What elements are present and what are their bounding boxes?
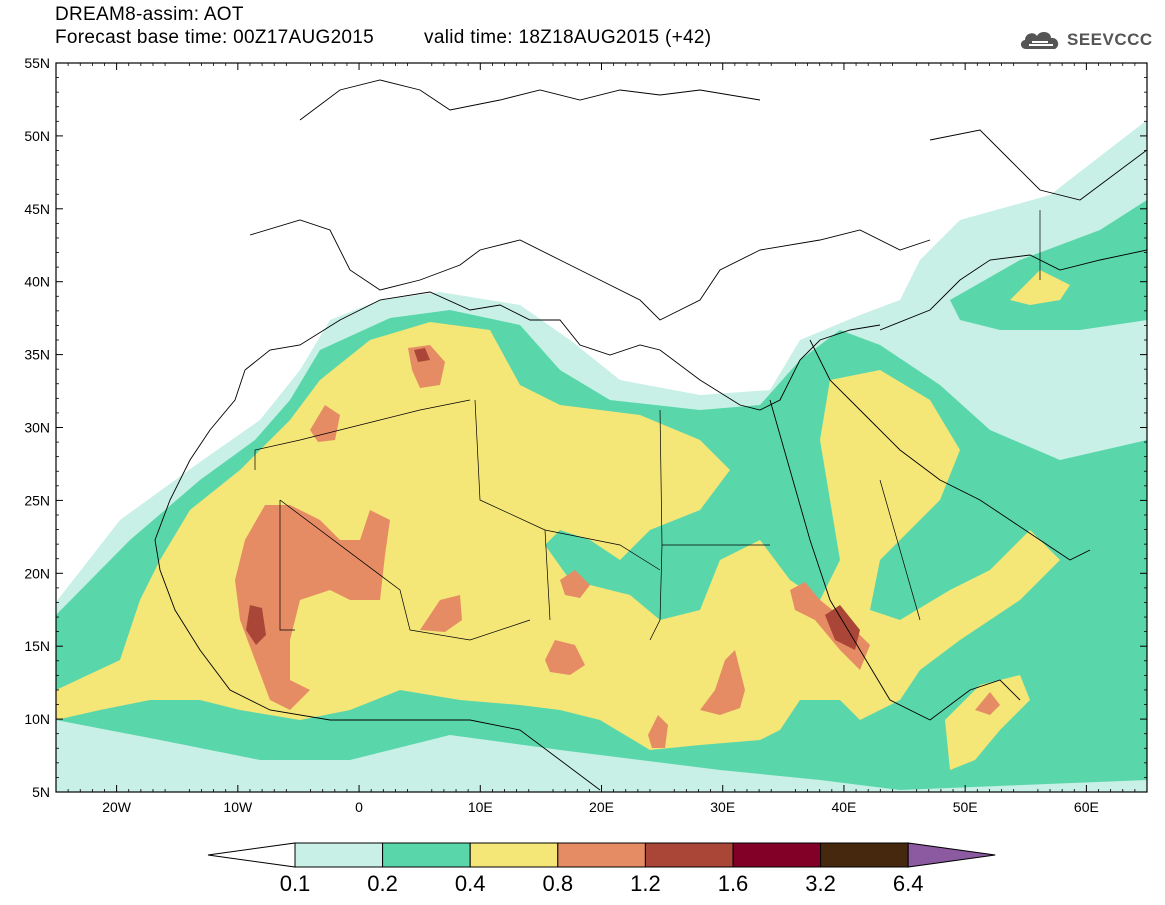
lat-label: 30N (24, 420, 50, 436)
colorbar-swatch (382, 842, 471, 868)
aot-band-0.8-1.2-morocco (310, 405, 340, 442)
aot-band-0.8-1.2-mali (235, 505, 390, 710)
colorbar-label: 6.4 (893, 871, 924, 896)
lat-label: 25N (24, 492, 50, 508)
lon-label: 20E (589, 799, 614, 815)
colorbar-label: 0.8 (543, 871, 574, 896)
lon-label: 60E (1074, 799, 1099, 815)
lon-label: 20W (102, 799, 132, 815)
aot-band-1.2-1.6-eritrea (825, 605, 860, 650)
lat-label: 20N (24, 565, 50, 581)
colorbar-label: 1.2 (630, 871, 661, 896)
lon-label: 10E (468, 799, 493, 815)
aot-band-0.8-1.2-niger (420, 595, 462, 632)
lat-label: 55N (24, 55, 50, 71)
lat-label: 15N (24, 638, 50, 654)
colorbar-swatch (644, 842, 734, 868)
borders (254, 210, 1041, 641)
logo: SEEVCCC (1018, 27, 1153, 53)
valid-time: valid time: 18Z18AUG2015 (+42) (424, 27, 712, 48)
latitude-axis: 55N 50N 45N 40N 35N 30N 25N 20N 15N 10N 5N (24, 55, 1147, 800)
colorbar-under-triangle (207, 842, 296, 868)
aot-band-0.8-1.2-sudan (700, 650, 745, 715)
lon-label: 50E (953, 799, 978, 815)
aot-band-0.8-1.2-somalia (975, 692, 1000, 715)
lon-label: 30E (710, 799, 735, 815)
lat-label: 5N (32, 784, 50, 800)
lat-label: 10N (24, 711, 50, 727)
aot-band-1.2-1.6-mali (246, 605, 266, 645)
lat-label: 50N (24, 128, 50, 144)
lon-label: 10W (223, 799, 253, 815)
aot-band-0.4-0.8-arabia (1010, 270, 1070, 305)
lon-label: 40E (831, 799, 856, 815)
aot-band-0.8-1.2-sudan2 (648, 715, 668, 748)
lat-label: 40N (24, 274, 50, 290)
logo-text: SEEVCCC (1067, 30, 1153, 49)
coastlines (154, 79, 1147, 791)
base-time: Forecast base time: 00Z17AUG2015 (55, 27, 375, 48)
lon-label: 0 (355, 799, 363, 815)
aot-band-0.4-0.8 (56, 322, 1060, 750)
aot-band-0.4-0.8-somalia (945, 675, 1030, 770)
colorbar-label: 3.2 (805, 871, 836, 896)
aot-band-0.8-1.2-chad2 (560, 570, 590, 598)
colorbar-swatch (820, 842, 909, 868)
colorbar-label: 1.6 (718, 871, 749, 896)
colorbar-over-triangle (907, 842, 996, 868)
colorbar-swatch (732, 842, 822, 868)
colorbar-label: 0.1 (280, 871, 311, 896)
colorbar-label: 0.2 (367, 871, 398, 896)
colorbar-swatch (294, 842, 384, 868)
cloud-icon (1020, 32, 1059, 49)
lat-label: 35N (24, 347, 50, 363)
lat-label: 45N (24, 201, 50, 217)
aot-band-1.2-1.6-algeria (414, 348, 430, 362)
time-info: Forecast base time: 00Z17AUG2015 valid ti… (55, 28, 711, 48)
longitude-axis: 20W 10W 0 10E 20E 30E 40E 50E 60E (67, 63, 1136, 815)
colorbar-label: 0.4 (455, 871, 486, 896)
colorbar-swatch (469, 842, 559, 868)
aot-band-0.8-1.2-chad (545, 640, 585, 675)
colorbar-swatch (557, 842, 646, 868)
aot-field (56, 120, 1147, 792)
map-title: DREAM8-assim: AOT (55, 4, 244, 25)
